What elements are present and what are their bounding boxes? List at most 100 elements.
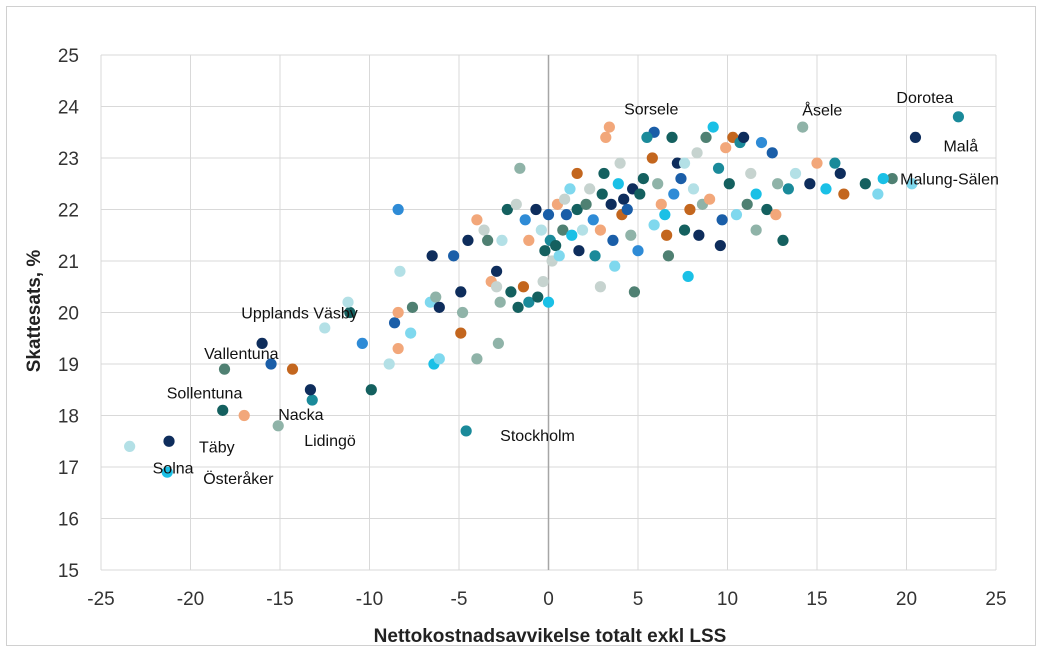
data-point — [668, 188, 680, 200]
data-point — [720, 142, 732, 154]
data-point — [406, 301, 419, 313]
point-label: Åsele — [802, 100, 842, 119]
data-point — [571, 203, 583, 216]
data-point — [678, 224, 691, 236]
data-point — [306, 394, 318, 406]
data-point — [612, 178, 624, 190]
data-point — [594, 281, 607, 293]
data-point — [537, 276, 549, 288]
y-tick-label: 15 — [58, 561, 79, 582]
x-tick-label: 15 — [806, 589, 827, 610]
data-point — [614, 157, 626, 169]
data-point — [772, 178, 784, 190]
data-point — [426, 250, 438, 262]
data-point — [456, 306, 469, 319]
data-point — [542, 209, 555, 221]
data-point — [834, 167, 846, 180]
data-point — [687, 183, 700, 195]
data-point — [641, 131, 653, 143]
data-point — [646, 152, 658, 164]
data-point — [501, 203, 513, 216]
data-point — [789, 167, 802, 180]
point-labels: Dorotea Malå Åsele Sorsele Malung-Sälen Uppla… — [153, 90, 999, 488]
data-point — [448, 250, 460, 262]
y-tick-label: 16 — [58, 510, 79, 531]
data-point — [777, 234, 789, 246]
data-point — [691, 147, 703, 159]
data-point — [356, 337, 368, 349]
data-point — [730, 209, 743, 221]
data-point — [648, 219, 660, 231]
data-point — [530, 203, 542, 216]
data-point — [600, 131, 612, 143]
y-tick-label: 20 — [58, 304, 79, 325]
y-tick-label: 25 — [58, 46, 79, 67]
data-point — [632, 245, 644, 257]
data-point — [766, 147, 778, 159]
x-tick-label: -5 — [451, 589, 468, 610]
data-point — [256, 337, 268, 349]
data-point — [707, 121, 719, 133]
x-tick-label: 0 — [543, 589, 554, 610]
data-point — [598, 167, 610, 180]
data-point — [564, 183, 576, 195]
data-point — [405, 327, 417, 339]
data-point — [659, 209, 671, 221]
data-point — [560, 209, 573, 221]
data-point — [163, 435, 175, 447]
x-tick-label: -10 — [356, 589, 383, 610]
data-point — [514, 162, 526, 174]
data-point — [462, 234, 474, 246]
data-point — [655, 198, 667, 210]
data-point — [678, 157, 691, 169]
data-point — [770, 209, 782, 221]
x-tick-label: -25 — [87, 589, 114, 610]
data-point — [603, 121, 615, 133]
point-label: Sorsele — [624, 101, 678, 118]
data-point — [666, 131, 678, 143]
data-point — [714, 239, 726, 252]
data-point — [661, 229, 673, 241]
data-point — [557, 224, 569, 236]
data-point — [628, 286, 641, 298]
point-label: Täby — [199, 439, 235, 456]
data-point — [460, 425, 472, 437]
data-point — [829, 157, 841, 169]
data-point — [272, 420, 284, 432]
data-point — [532, 291, 544, 303]
data-point — [584, 183, 596, 195]
y-tick-label: 18 — [58, 407, 79, 428]
data-point — [304, 384, 317, 396]
data-point — [394, 265, 406, 277]
point-label: Dorotea — [896, 90, 953, 107]
data-point — [811, 157, 823, 169]
data-point — [566, 229, 578, 241]
data-point — [652, 178, 664, 190]
data-point — [909, 131, 922, 143]
data-point — [455, 286, 467, 298]
x-tick-label: -15 — [266, 589, 293, 610]
data-point — [542, 296, 555, 308]
y-axis-title: Skattesats, % — [24, 250, 45, 373]
y-tick-label: 19 — [58, 355, 79, 376]
data-point — [755, 136, 768, 149]
data-point — [750, 224, 762, 236]
x-tick-label: 5 — [633, 589, 644, 610]
data-point — [490, 265, 503, 277]
point-label: Stockholm — [500, 428, 575, 445]
data-point — [609, 260, 621, 272]
data-point — [161, 466, 173, 478]
y-tick-label: 24 — [58, 98, 80, 119]
data-point — [580, 198, 592, 210]
data-point — [238, 409, 250, 422]
data-point — [587, 214, 599, 226]
data-point — [510, 198, 522, 210]
data-point — [750, 188, 762, 200]
data-point — [886, 173, 898, 185]
y-tick-label: 22 — [58, 201, 79, 222]
point-label: Malung-Sälen — [900, 172, 999, 189]
data-point — [906, 178, 918, 190]
data-point — [877, 173, 889, 185]
data-point — [723, 178, 735, 190]
data-point — [952, 111, 965, 123]
